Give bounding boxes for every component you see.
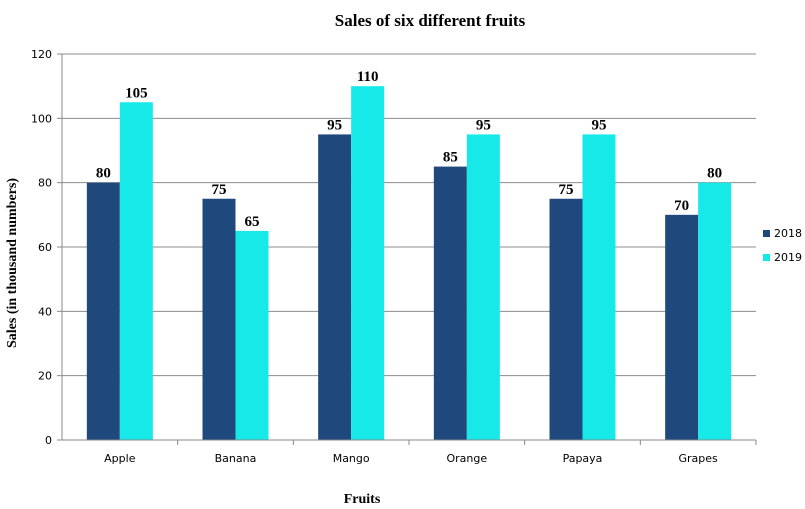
- data-label: 65: [245, 214, 260, 230]
- data-labels: 80 105 75 65 95 110 85 95 75 95 70 80: [96, 69, 722, 230]
- y-tick-label: 120: [31, 48, 52, 61]
- bar-2019-banana: [235, 230, 269, 440]
- legend-swatch-2019: [763, 254, 770, 261]
- data-label: 70: [674, 198, 689, 214]
- y-tick-label: 40: [38, 305, 52, 318]
- data-label: 95: [592, 117, 607, 133]
- data-label: 75: [212, 182, 227, 198]
- x-category-label: Mango: [333, 452, 370, 465]
- bar-2018-grapes: [665, 214, 699, 440]
- data-label: 80: [96, 166, 111, 182]
- x-axis-title: Fruits: [344, 492, 381, 507]
- bar-2018-orange: [433, 166, 467, 441]
- bar-2019-orange: [466, 134, 500, 440]
- y-tick-label: 20: [38, 370, 52, 383]
- data-label: 95: [476, 117, 491, 133]
- chart-title: Sales of six different fruits: [335, 11, 526, 30]
- y-tick-label: 100: [31, 112, 52, 125]
- y-axis-title: Sales (in thousand numbers): [5, 178, 20, 348]
- x-category-label: Grapes: [679, 452, 719, 465]
- data-label: 80: [707, 166, 722, 182]
- bar-2018-banana: [202, 198, 236, 440]
- bar-2019-mango: [351, 86, 385, 441]
- legend-swatch-2018: [763, 230, 770, 237]
- x-category-label: Orange: [447, 452, 488, 465]
- data-label: 75: [559, 182, 574, 198]
- y-tick-label: 60: [38, 241, 52, 254]
- data-label: 95: [327, 117, 342, 133]
- data-label: 85: [443, 150, 458, 166]
- y-axis-ticks: 0 20 40 60 80 100 120: [31, 48, 62, 447]
- y-tick-label: 0: [45, 434, 52, 447]
- bar-2018-papaya: [549, 198, 583, 440]
- x-category-label: Papaya: [563, 452, 603, 465]
- legend-label-2019: 2019: [774, 251, 802, 264]
- bar-2018-apple: [86, 182, 120, 440]
- legend-label-2018: 2018: [774, 227, 802, 240]
- gridlines: [62, 53, 756, 377]
- data-label: 105: [125, 85, 148, 101]
- bar-2019-grapes: [698, 182, 732, 440]
- bar-2019-papaya: [582, 134, 616, 440]
- x-axis-categories: Apple Banana Mango Orange Papaya Grapes: [104, 440, 757, 465]
- bar-2018-mango: [318, 134, 352, 440]
- bar-2019-apple: [119, 102, 153, 440]
- data-label: 110: [357, 69, 379, 85]
- x-category-label: Apple: [104, 452, 136, 465]
- legend: 2018 2019: [763, 227, 802, 264]
- y-tick-label: 80: [38, 177, 52, 190]
- x-category-label: Banana: [215, 452, 257, 465]
- bars: [86, 86, 732, 441]
